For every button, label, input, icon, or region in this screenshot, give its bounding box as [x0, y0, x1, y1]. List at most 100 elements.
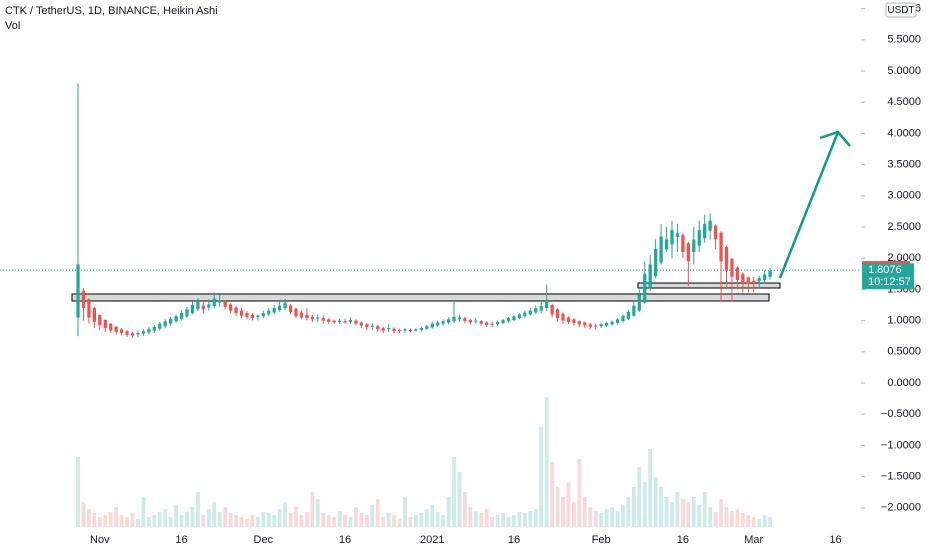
candle-body [735, 267, 740, 281]
candle-body [757, 278, 761, 282]
volume-bar [746, 515, 751, 527]
candle-body [365, 324, 369, 328]
volume-bar [190, 507, 195, 527]
volume-bar [163, 509, 168, 527]
y-tick-label: 3.5000 [887, 159, 921, 171]
volume-bar [157, 512, 162, 527]
volume-bar [473, 511, 478, 527]
candle-body [376, 326, 380, 330]
candle-body [479, 321, 483, 324]
x-tick-label: Dec [254, 534, 274, 546]
volume-bar [375, 499, 380, 527]
volume-bar [201, 515, 206, 527]
candle-body [659, 236, 663, 263]
candle-body [632, 305, 636, 316]
y-tick-label: 2.5000 [887, 221, 921, 233]
y-tick-label: 0.0000 [887, 377, 921, 389]
volume-bar [446, 497, 451, 527]
x-tick-label: Feb [592, 534, 611, 546]
volume-bar [114, 507, 119, 527]
candle-body [212, 298, 216, 307]
candle-body [158, 323, 162, 329]
volume-bar [463, 492, 467, 527]
volume-bar [604, 509, 609, 527]
candle-body [179, 313, 184, 319]
volume-bar [577, 459, 582, 527]
volume-bar [397, 519, 402, 527]
y-tick-label: 6 [915, 3, 921, 15]
candle-body [387, 328, 391, 330]
y-tick-label: 5.5000 [887, 34, 921, 46]
candle-body [463, 318, 467, 322]
candle-body [310, 316, 314, 320]
candle-body [495, 321, 500, 325]
candle-body [506, 318, 511, 322]
candle-body [594, 325, 598, 327]
volume-bar [125, 517, 129, 527]
volume-bar [381, 517, 386, 527]
volume-bar [757, 519, 762, 527]
y-tick-label: 1.0000 [887, 315, 921, 327]
candle-body [234, 307, 238, 314]
volume-bar [555, 487, 560, 527]
candle-body [501, 319, 505, 324]
volume-layer [76, 397, 772, 527]
candle-body [392, 328, 396, 332]
candle-body [474, 320, 478, 322]
volume-bar [648, 449, 653, 527]
volume-bar [370, 505, 375, 527]
volume-bar [751, 517, 756, 527]
volume-bar [408, 517, 413, 527]
volume-bar [392, 515, 396, 527]
volume-bar [468, 507, 473, 527]
currency-badge [885, 2, 917, 18]
candle-body [332, 320, 336, 323]
volume-bar [626, 497, 631, 527]
candle-body [583, 322, 587, 326]
volume-bar [490, 517, 495, 527]
candle-body [550, 304, 554, 315]
candle-body [539, 306, 543, 311]
candle-body [692, 239, 696, 252]
candle-body [577, 321, 581, 325]
candle-body [648, 264, 652, 289]
volume-bar [168, 517, 173, 527]
volume-bar [582, 497, 587, 527]
candle-body [218, 300, 222, 303]
volume-bar [136, 519, 140, 527]
x-tick-label: Nov [90, 534, 110, 546]
arrow [778, 130, 851, 279]
y-tick-label: 3.0000 [887, 190, 921, 202]
volume-bar [424, 509, 429, 527]
volume-bar [719, 499, 723, 527]
candle-body [615, 319, 620, 324]
volume-bar [310, 492, 315, 527]
candle-body [316, 317, 320, 319]
candle-body [125, 331, 129, 335]
volume-bar [283, 502, 288, 527]
candle-body [152, 326, 156, 331]
candle-body [414, 329, 418, 331]
y-tick-label: −0.5000 [881, 408, 921, 420]
candle-body [528, 310, 532, 315]
candle-body [245, 313, 249, 317]
candle-body [354, 320, 358, 324]
volume-bar [452, 457, 456, 527]
candle-body [403, 329, 407, 331]
volume-bar [435, 512, 440, 527]
x-tick-label: 16 [508, 534, 520, 546]
volume-bar [103, 515, 108, 527]
volume-bar [544, 397, 549, 527]
volume-bar [343, 515, 347, 527]
volume-bar [234, 515, 238, 527]
chart-title: CTK / TetherUS, 1D, BINANCE, Heikin Ashi [5, 5, 218, 17]
x-tick-label: 16 [677, 534, 689, 546]
candle-body [256, 315, 260, 317]
volume-bar [97, 517, 102, 527]
volume-bar [266, 513, 271, 527]
candle-body [768, 270, 772, 277]
candle-body [130, 333, 135, 336]
candle-body [348, 319, 353, 322]
volume-bar [332, 517, 337, 527]
volume-bar [686, 502, 691, 527]
